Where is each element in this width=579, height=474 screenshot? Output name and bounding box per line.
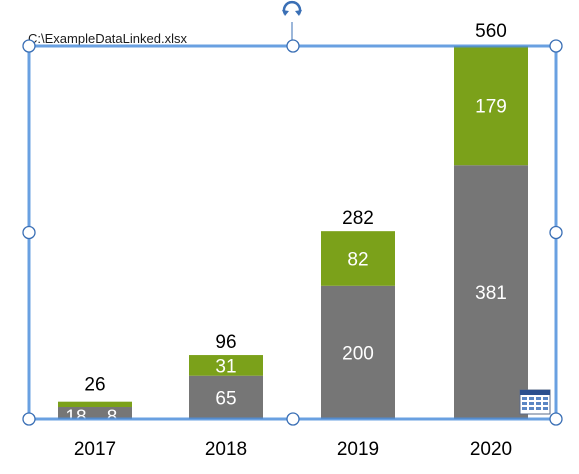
bar-2019-series-1[interactable]	[321, 285, 395, 419]
resize-handle-bottom-left[interactable]	[22, 412, 36, 426]
x-tick-label-2019: 2019	[337, 439, 379, 460]
rotate-handle-icon[interactable]	[282, 0, 302, 16]
data-label-2018-series-2: 31	[215, 356, 236, 377]
data-label-2019-series-2: 82	[347, 249, 368, 270]
resize-handle-top-center[interactable]	[286, 39, 300, 53]
resize-handle-middle-left[interactable]	[22, 225, 36, 240]
category-tick-labels-group: 2017 2018 2019 2020	[74, 439, 512, 460]
total-labels-group: 26 96 282 560	[84, 21, 506, 396]
x-tick-label-2017: 2017	[74, 439, 116, 460]
resize-handle-bottom-center[interactable]	[286, 412, 300, 426]
resize-handles-group	[22, 39, 563, 426]
resize-handle-top-left[interactable]	[22, 39, 36, 53]
data-label-2020-series-1: 381	[475, 283, 507, 304]
data-label-2018-series-1: 65	[215, 388, 236, 409]
bar-2017-series-2[interactable]	[58, 401, 132, 408]
total-label-2018: 96	[215, 332, 236, 353]
datasheet-icon[interactable]	[519, 389, 551, 415]
bars-group	[58, 46, 528, 419]
linked-file-label: C:\ExampleDataLinked.xlsx	[28, 31, 187, 46]
resize-handle-top-right[interactable]	[549, 39, 563, 53]
resize-handle-middle-right[interactable]	[549, 225, 563, 240]
data-label-2020-series-2: 179	[475, 97, 507, 118]
bar-2018-series-2[interactable]	[189, 355, 263, 376]
bar-2018-series-1[interactable]	[189, 375, 263, 419]
data-label-2019-series-1: 200	[342, 343, 374, 364]
bar-2020-series-2[interactable]	[454, 46, 528, 166]
total-label-2017: 26	[84, 375, 105, 396]
x-tick-label-2018: 2018	[205, 439, 247, 460]
bar-2019-series-2[interactable]	[321, 231, 395, 286]
bar-2020-series-1[interactable]	[454, 165, 528, 419]
x-tick-label-2020: 2020	[470, 439, 512, 460]
resize-handle-bottom-right[interactable]	[549, 412, 563, 426]
total-label-2020: 560	[475, 21, 507, 42]
total-label-2019: 282	[342, 208, 374, 229]
bar-2017-series-1[interactable]	[58, 407, 132, 419]
